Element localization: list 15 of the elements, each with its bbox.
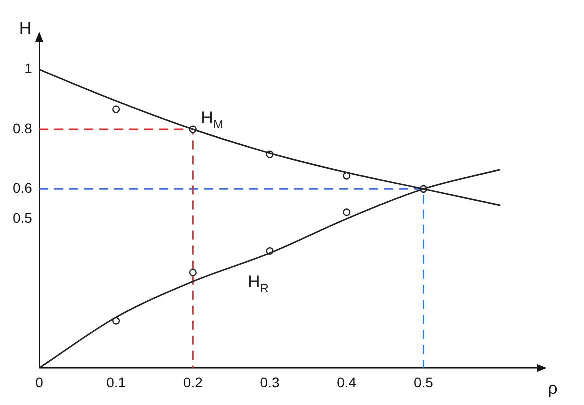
x-tick-label: 0.1 (106, 374, 126, 390)
y-tick-label: 0.5 (12, 210, 33, 226)
point (112, 106, 120, 114)
point (189, 268, 197, 277)
x-tick-label: 0 (36, 374, 44, 390)
x-axis-title: ρ (548, 379, 558, 398)
point (343, 208, 351, 216)
y-tick-label: 1 (24, 60, 33, 77)
x-tick-label: 0.5 (414, 374, 434, 390)
y-tick-label: 0.8 (12, 120, 33, 136)
x-tick-label: 0.2 (183, 374, 204, 390)
y-axis-title: H (19, 19, 32, 38)
x-tick-label: 0.3 (260, 374, 280, 390)
y-tick-label: 0.6 (12, 180, 33, 196)
x-tick-label: 0.4 (337, 374, 357, 390)
